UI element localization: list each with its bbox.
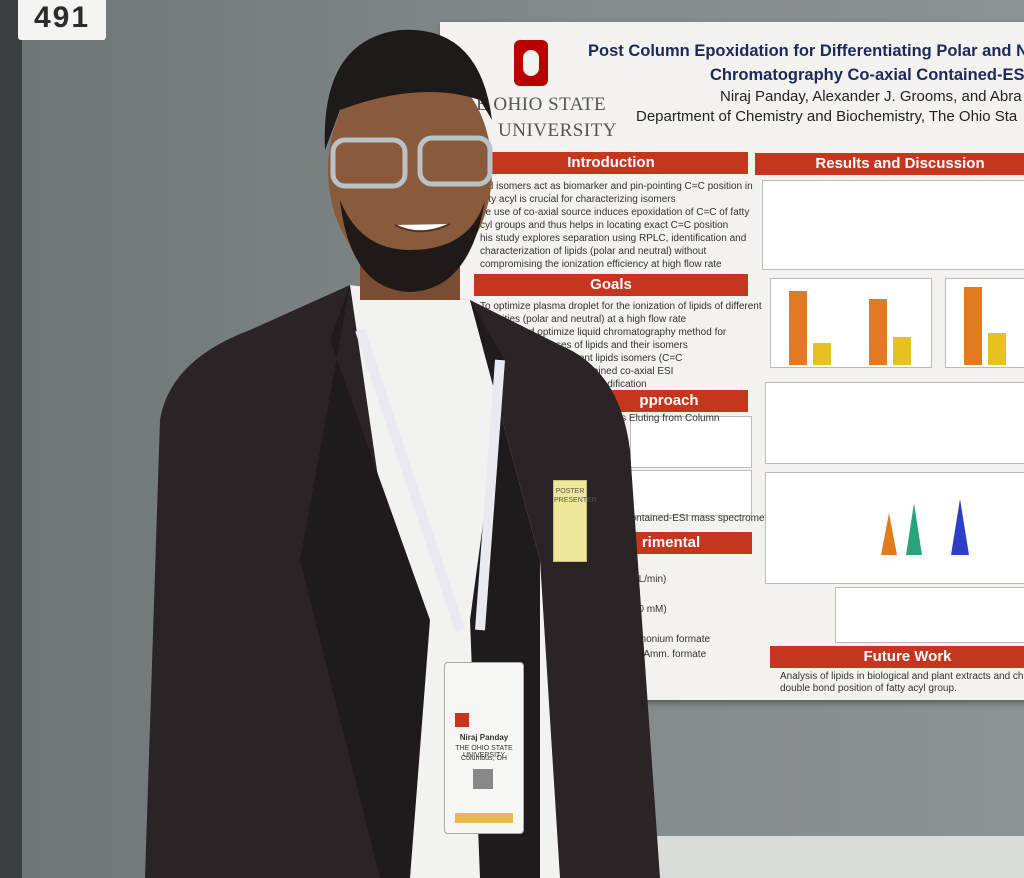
booth-number: 491 <box>18 0 106 40</box>
text-line: To optimize plasma droplet for the ioniz… <box>480 301 762 312</box>
section-heading: pproach <box>590 390 748 412</box>
bar-figure <box>945 278 1024 368</box>
badge-affiliation: THE OHIO STATE UNIVERSITY <box>455 745 513 759</box>
text-line: double bond position of fatty acyl group… <box>780 683 957 694</box>
chromatogram <box>765 472 1024 584</box>
beard <box>340 200 485 292</box>
text-line: develop and optimize liquid chromatograp… <box>480 327 727 338</box>
logo-text: E OHIO STATE <box>476 94 607 115</box>
text-line: polarities (polar and neutral) at a high… <box>480 314 687 325</box>
lapel <box>300 285 430 878</box>
text-line: he use of co-axial source induces epoxid… <box>480 207 750 218</box>
ribbon: POSTER PRESENTER <box>553 480 597 562</box>
section-heading: Goals <box>474 274 748 296</box>
text-line: his study explores separation using RPLC… <box>480 233 747 244</box>
text-line: characterization of lipids (polar and ne… <box>480 246 707 257</box>
poster-title: Post Column Epoxidation for Differentiat… <box>588 42 1024 60</box>
text-line: atty acyl is crucial for characterizing … <box>480 194 676 205</box>
badge-name: Niraj Panday <box>459 733 509 742</box>
poster-authors: Niraj Panday, Alexander J. Grooms, and A… <box>720 88 1022 105</box>
qr-code <box>473 769 493 789</box>
section-heading: Future Work <box>770 646 1024 668</box>
text-line: Lipids Eluting from Column <box>600 413 720 424</box>
text-line: with 10 mM Amm. formate <box>590 649 707 660</box>
name-badge: Niraj Panday THE OHIO STATE UNIVERSITY C… <box>444 662 524 834</box>
wall-edge <box>0 0 22 878</box>
spectra-figure <box>835 587 1024 643</box>
text-line: Analysis of lipids in biological and pla… <box>780 671 1024 682</box>
poster-title: Chromatography Co-axial Contained-ESI <box>710 66 1024 84</box>
text-line: axial Contained-ESI mass spectrometer B)… <box>600 513 860 524</box>
chromatogram <box>765 382 1024 464</box>
text-line: cyl groups and thus helps in locating ex… <box>480 220 729 231</box>
text-line: 10 mM Ammonium formate <box>590 634 711 645</box>
logo-text: UNIVERSITY <box>498 120 617 141</box>
hair <box>324 29 492 150</box>
section-heading: Introduction <box>474 152 748 174</box>
glasses <box>330 137 408 189</box>
lanyard <box>355 328 505 632</box>
smile <box>394 223 451 233</box>
face <box>328 60 492 280</box>
badge-logo <box>455 713 469 727</box>
text-line: pid isomers act as biomarker and pin-poi… <box>480 181 753 192</box>
glasses <box>417 135 493 187</box>
section-heading: Results and Discussion <box>755 153 1024 175</box>
poster-department: Department of Chemistry and Biochemistry… <box>636 108 1018 125</box>
schematic <box>630 470 752 516</box>
bar-figure <box>770 278 932 368</box>
text-line: compromising the ionization efficiency a… <box>480 259 722 270</box>
schematic <box>630 416 752 468</box>
logo <box>514 40 548 86</box>
badge-location: Columbus, OH <box>461 755 507 762</box>
badge-stripe <box>455 813 513 823</box>
text-line: n of different classes of lipids and the… <box>480 340 688 351</box>
spectra-figure <box>762 180 1024 270</box>
